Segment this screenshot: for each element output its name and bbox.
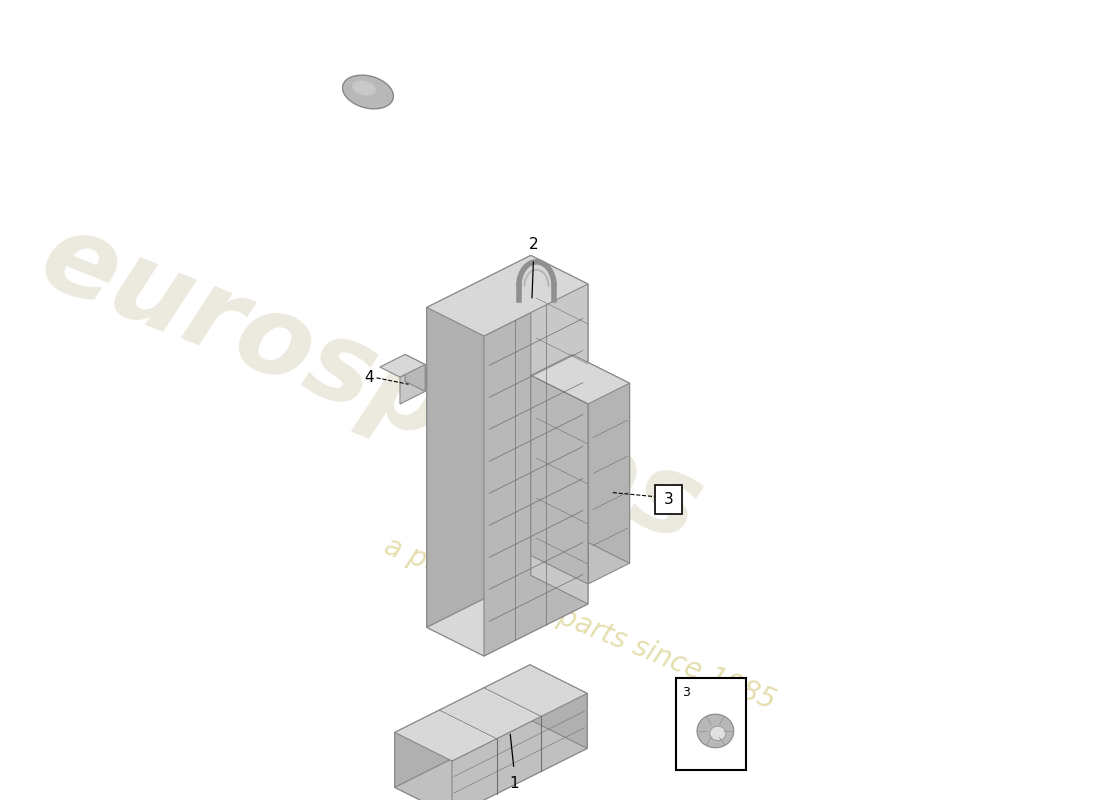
Polygon shape [452,694,587,800]
Ellipse shape [710,726,726,741]
Ellipse shape [352,80,376,96]
Polygon shape [531,375,588,584]
Polygon shape [395,665,587,761]
Ellipse shape [342,75,394,109]
Text: eurospares: eurospares [26,203,717,565]
Polygon shape [531,255,588,604]
Polygon shape [427,307,484,656]
Text: 1: 1 [509,776,519,791]
Polygon shape [395,733,452,800]
Ellipse shape [697,714,734,748]
Polygon shape [379,354,426,377]
Text: 4: 4 [364,370,373,386]
Polygon shape [405,354,426,391]
Polygon shape [395,720,587,800]
Polygon shape [427,255,531,627]
FancyBboxPatch shape [656,486,682,514]
Text: a passion for parts since 1985: a passion for parts since 1985 [381,533,780,715]
Polygon shape [572,354,629,563]
Polygon shape [395,665,530,787]
Polygon shape [400,365,426,404]
Bar [676,678,747,770]
Polygon shape [588,383,629,584]
Text: 2: 2 [529,237,538,252]
Text: 3: 3 [682,686,690,698]
Polygon shape [427,575,588,656]
Text: 3: 3 [664,492,673,507]
Polygon shape [531,354,629,404]
Polygon shape [484,284,588,656]
Polygon shape [530,665,587,749]
Polygon shape [427,255,588,336]
